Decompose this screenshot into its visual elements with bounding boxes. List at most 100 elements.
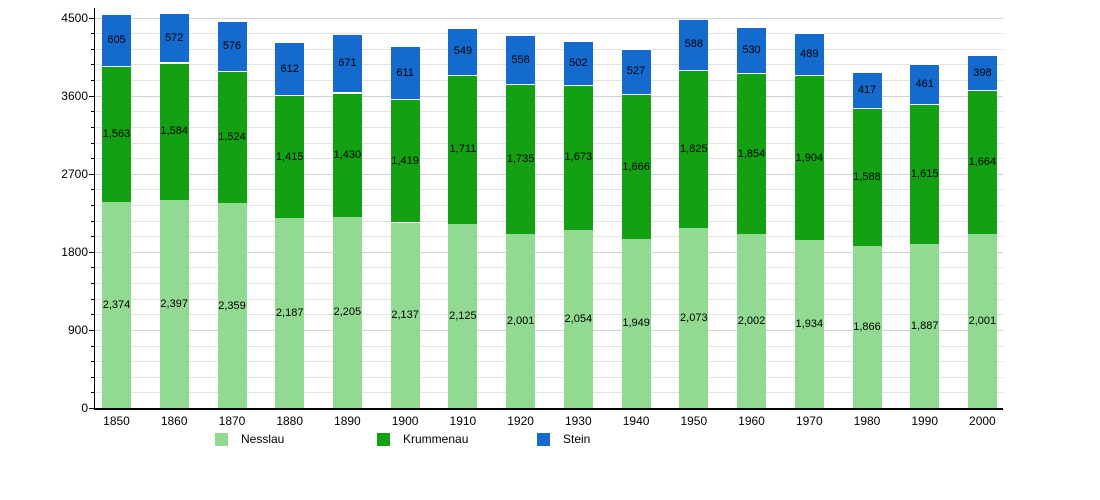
bar-segment-krummenau xyxy=(506,83,536,235)
bar-segment-nesslau xyxy=(390,222,420,408)
bar-value-label: 1,563 xyxy=(102,128,131,141)
bar-value-label: 1,825 xyxy=(680,142,708,155)
x-axis-label: 1930 xyxy=(564,414,592,428)
legend-label-stein: Stein xyxy=(563,432,591,446)
x-axis-label: 1910 xyxy=(449,414,477,428)
bar-value-label: 461 xyxy=(915,78,934,91)
bar-value-label: 2,187 xyxy=(275,307,304,320)
x-axis-line xyxy=(94,408,1003,410)
gridline xyxy=(95,345,1003,347)
gridline xyxy=(95,361,1003,363)
bar-value-label: 1,735 xyxy=(506,153,535,166)
bar-value-label: 530 xyxy=(742,44,761,57)
bar-segment-stein xyxy=(621,48,651,95)
gridline xyxy=(95,80,1003,81)
x-axis-label: 1950 xyxy=(680,414,708,428)
gridline xyxy=(95,251,1003,253)
y-axis-tick xyxy=(91,33,95,35)
gridline xyxy=(95,298,1003,300)
bar-value-label: 2,001 xyxy=(506,315,535,328)
bar-segment-nesslau xyxy=(621,238,651,408)
bar-value-label: 1,711 xyxy=(449,143,477,156)
bar-segment-nesslau xyxy=(967,234,997,408)
bar-value-label: 1,904 xyxy=(795,151,824,164)
bar-value-label: 1,584 xyxy=(160,125,188,138)
gridline xyxy=(95,173,1003,175)
y-axis-tick xyxy=(91,361,95,363)
bar-segment-krummenau xyxy=(679,69,709,229)
bar-segment-krummenau xyxy=(275,95,305,219)
y-axis-tick-label: 3600 xyxy=(61,88,88,103)
bar-value-label: 612 xyxy=(280,62,299,75)
legend-swatch-stein xyxy=(537,432,550,446)
y-axis-tick xyxy=(91,345,95,347)
x-axis-label: 1890 xyxy=(334,414,361,428)
y-axis-tick xyxy=(91,48,95,50)
y-axis-tick-label: 4500 xyxy=(61,10,88,25)
bar-segment-nesslau xyxy=(448,223,478,408)
y-axis-tick xyxy=(91,80,95,81)
y-axis-tick xyxy=(91,64,95,66)
bar-segment-krummenau xyxy=(852,108,882,247)
gridline xyxy=(95,189,1003,191)
bar-value-label: 1,887 xyxy=(910,320,939,333)
x-axis-label: 2000 xyxy=(969,414,996,428)
bar-value-label: 671 xyxy=(338,57,357,70)
y-axis-tick xyxy=(91,220,95,222)
gridline xyxy=(95,376,1003,378)
bar-value-label: 1,854 xyxy=(737,147,766,160)
gridline xyxy=(95,283,1003,284)
gridline xyxy=(95,17,1003,19)
legend-item-krummenau: Krummenau xyxy=(377,432,468,446)
x-axis-label: 1870 xyxy=(218,414,246,428)
gridline xyxy=(95,158,1003,160)
y-axis-tick xyxy=(91,111,95,113)
bar-value-label: 1,524 xyxy=(218,131,246,144)
bar-segment-stein xyxy=(159,12,189,63)
gridline xyxy=(95,392,1003,394)
y-axis-tick-label: 900 xyxy=(67,322,88,337)
x-axis-label: 1860 xyxy=(160,414,188,428)
legend-item-nesslau: Nesslau xyxy=(215,432,284,446)
bar-value-label: 1,673 xyxy=(564,151,593,164)
bar-segment-nesslau xyxy=(910,244,940,408)
y-axis-tick xyxy=(91,267,95,269)
bar-segment-krummenau xyxy=(967,90,997,235)
y-axis-tick xyxy=(89,95,95,97)
bar-value-label: 572 xyxy=(165,31,184,44)
gridline xyxy=(95,314,1003,316)
y-axis-tick xyxy=(91,392,95,394)
gridline xyxy=(95,95,1003,97)
bar-segment-stein xyxy=(102,13,131,67)
bar-value-label: 576 xyxy=(222,40,242,52)
bar-segment-nesslau xyxy=(102,202,131,408)
bar-value-label: 1,615 xyxy=(910,168,939,181)
gridline xyxy=(95,48,1003,50)
gridline xyxy=(95,142,1003,144)
legend-item-stein: Stein xyxy=(537,432,590,446)
bar-segment-stein xyxy=(217,21,247,72)
gridline xyxy=(95,329,1003,331)
bar-segment-nesslau xyxy=(332,216,362,408)
bar-segment-stein xyxy=(275,42,305,96)
bar-segment-krummenau xyxy=(621,94,651,239)
bar-value-label: 1,588 xyxy=(853,171,881,184)
y-axis-line xyxy=(94,8,95,410)
gridline xyxy=(95,33,1003,35)
gridline xyxy=(95,111,1003,113)
y-axis-tick xyxy=(91,126,95,128)
y-axis-tick xyxy=(91,314,95,316)
y-axis-tick xyxy=(89,329,95,331)
bar-segment-nesslau xyxy=(506,234,536,408)
bar-value-label: 611 xyxy=(396,66,414,79)
gridline xyxy=(95,267,1003,269)
legend-label-nesslau: Nesslau xyxy=(241,432,285,446)
legend-label-krummenau: Krummenau xyxy=(403,432,469,446)
bar-value-label: 2,359 xyxy=(218,299,246,312)
bar-value-label: 588 xyxy=(684,38,703,51)
bar-segment-nesslau xyxy=(852,246,882,408)
bar-segment-krummenau xyxy=(910,104,940,245)
bar-value-label: 549 xyxy=(453,45,473,58)
y-axis-tick-label: 2700 xyxy=(61,166,88,181)
